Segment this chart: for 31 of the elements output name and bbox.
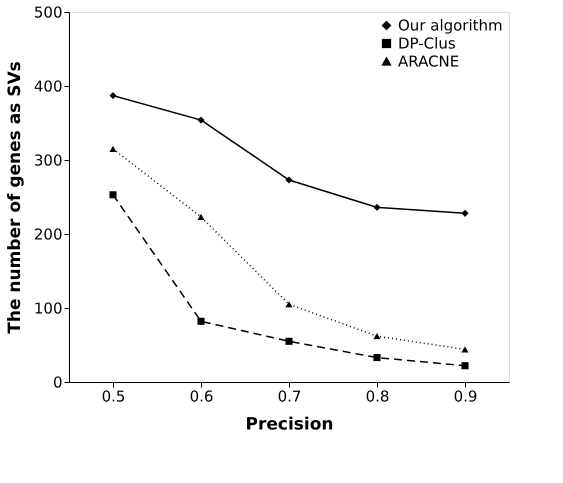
y-tick-label: 500 <box>34 4 62 22</box>
point <box>197 318 205 325</box>
y-tick-label: 300 <box>34 152 62 170</box>
point <box>461 362 469 370</box>
legend-label: DP-Clus <box>398 34 456 52</box>
y-tick-label: 200 <box>34 226 62 244</box>
y-tick-label: 100 <box>34 300 62 318</box>
y-tick-label: 400 <box>34 78 62 96</box>
legend-label: Our algorithm <box>398 16 503 34</box>
point <box>285 338 293 345</box>
point <box>109 191 117 198</box>
point <box>109 146 117 152</box>
point <box>461 346 469 352</box>
point <box>373 354 381 362</box>
legend-label: ARACNE <box>398 52 460 70</box>
point <box>109 92 117 100</box>
point <box>285 301 293 308</box>
point <box>373 204 381 211</box>
point <box>197 116 205 124</box>
point <box>373 333 381 340</box>
point <box>285 176 293 184</box>
x-tick-label: 0.5 <box>102 388 126 406</box>
x-tick-label: 0.9 <box>454 388 478 406</box>
x-axis-title: Precision <box>245 414 334 434</box>
x-tick-label: 0.6 <box>190 388 214 406</box>
point <box>461 210 469 217</box>
point <box>197 214 205 220</box>
x-tick-label: 0.7 <box>278 388 302 406</box>
y-axis-title: The number of genes as SVs <box>4 61 25 334</box>
x-tick-label: 0.8 <box>366 388 390 406</box>
y-tick-label: 0 <box>52 374 62 392</box>
